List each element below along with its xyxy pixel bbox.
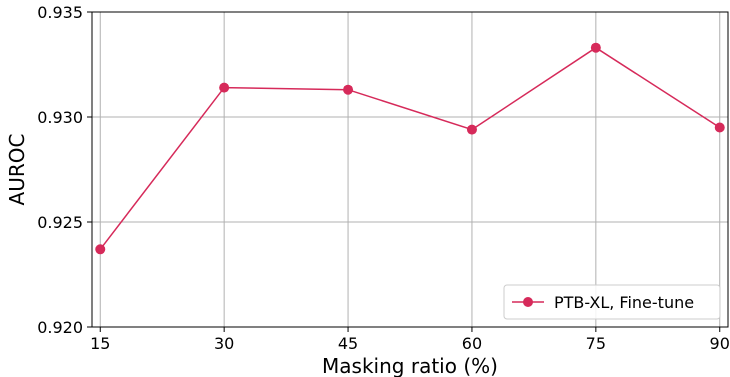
data-point [343,84,354,95]
legend-box [503,284,721,320]
x-tick-label: 90 [710,334,730,353]
data-point [714,122,725,133]
grid-lines [92,11,728,328]
series-line [99,46,721,250]
axis-ticks: 15 30 45 60 75 90 0.920 0.925 0.930 0.935 [37,3,730,353]
x-axis-title: Masking ratio (%) [322,354,498,377]
y-axis-title: AUROC [5,134,29,206]
x-tick-label: 45 [338,334,358,353]
plot-area-frame [91,11,729,328]
data-point [95,244,106,255]
y-tick-label: 0.930 [37,108,83,127]
legend-marker-icon [523,297,533,307]
y-tick-label: 0.935 [37,3,83,22]
legend: PTB-XL, Fine-tune [503,284,721,320]
y-tick-label: 0.920 [37,318,83,337]
x-tick-label: 60 [462,334,482,353]
x-tick-label: 30 [214,334,234,353]
legend-entry-label: PTB-XL, Fine-tune [554,293,694,312]
data-point [219,82,230,93]
series-layer [95,42,725,255]
x-tick-label: 75 [586,334,606,353]
x-tick-label: 15 [90,334,110,353]
data-point [590,42,601,53]
data-point [466,124,477,135]
y-tick-label: 0.925 [37,213,83,232]
